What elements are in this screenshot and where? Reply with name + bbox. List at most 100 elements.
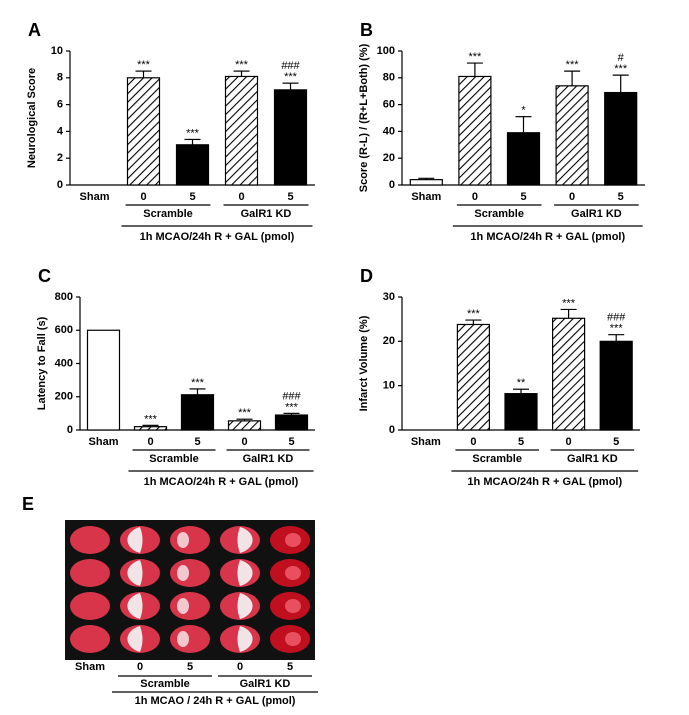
infarct <box>285 533 301 547</box>
bar <box>551 317 586 431</box>
y-axis-label: Infarct Volume (%) <box>358 315 370 411</box>
infarct <box>127 626 143 652</box>
y-tick-label: 2 <box>57 152 63 164</box>
bar <box>126 77 161 186</box>
infarct <box>127 527 143 553</box>
y-tick-label: 8 <box>57 72 63 84</box>
x-axis-label: 1h MCAO / 24h R + GAL (pmol) <box>135 695 296 707</box>
group-label: GalR1 KD <box>243 453 294 465</box>
significance: *** <box>137 59 151 71</box>
y-tick-label: 10 <box>383 380 395 392</box>
y-tick-label: 200 <box>55 391 73 403</box>
column-label: 5 <box>187 661 193 673</box>
bar <box>506 132 541 186</box>
bar <box>224 75 259 186</box>
significance: * <box>521 105 526 117</box>
x-tick-label: 5 <box>189 191 195 203</box>
group-label: GalR1 KD <box>567 453 618 465</box>
y-tick-label: 600 <box>55 324 73 336</box>
x-tick-label: 0 <box>238 191 244 203</box>
infarct <box>285 599 301 613</box>
bar <box>456 323 490 431</box>
group-label: Scramble <box>140 678 190 690</box>
y-tick-label: 80 <box>383 72 395 84</box>
panel-label: C <box>38 266 51 286</box>
y-tick-label: 100 <box>377 45 395 57</box>
y-tick-label: 6 <box>57 99 63 111</box>
significance: *** <box>614 63 628 75</box>
y-tick-label: 400 <box>55 357 73 369</box>
significance: *** <box>191 377 205 389</box>
bar <box>227 420 262 431</box>
column-label: 5 <box>287 661 293 673</box>
panel-label: A <box>28 20 41 40</box>
x-tick-label: 5 <box>520 191 526 203</box>
significance: *** <box>285 401 299 413</box>
y-tick-label: 20 <box>383 152 395 164</box>
bar <box>175 144 210 186</box>
x-tick-label: 0 <box>241 436 247 448</box>
brain-slice <box>170 559 210 587</box>
x-tick-label: 0 <box>470 436 476 448</box>
panel-label: E <box>22 494 34 514</box>
group-label: Scramble <box>149 453 199 465</box>
y-tick-label: 0 <box>389 179 395 191</box>
x-tick-label: 0 <box>569 191 575 203</box>
significance: ** <box>517 377 526 389</box>
panel-label: D <box>360 266 373 286</box>
bar <box>604 91 638 186</box>
column-label: 0 <box>137 661 143 673</box>
significance: *** <box>144 413 158 425</box>
x-tick-label: 5 <box>618 191 624 203</box>
brain-slice <box>170 592 210 620</box>
x-tick-label: 5 <box>287 191 293 203</box>
x-axis-label: 1h MCAO/24h R + GAL (pmol) <box>470 231 625 243</box>
x-tick-label: 0 <box>472 191 478 203</box>
bar <box>86 329 121 431</box>
significance: *** <box>235 59 249 71</box>
y-axis-label: Latency to Fall (s) <box>36 316 48 410</box>
bar <box>458 75 492 186</box>
x-tick-label: 5 <box>518 436 524 448</box>
group-label: GalR1 KD <box>240 678 291 690</box>
y-tick-label: 4 <box>57 125 64 137</box>
x-tick-label: 0 <box>566 436 572 448</box>
y-tick-label: 20 <box>383 335 395 347</box>
significance: *** <box>562 297 576 309</box>
x-axis-label: 1h MCAO/24h R + GAL (pmol) <box>140 231 295 243</box>
infarct <box>237 626 253 652</box>
infarct <box>177 631 189 647</box>
brain-slice <box>170 526 210 554</box>
y-tick-label: 30 <box>383 291 395 303</box>
y-tick-label: 40 <box>383 125 395 137</box>
infarct <box>127 560 143 586</box>
y-tick-label: 800 <box>55 291 73 303</box>
bar <box>504 393 538 431</box>
significance: # <box>618 52 625 64</box>
group-label: Scramble <box>472 453 522 465</box>
x-tick-label: Sham <box>411 191 441 203</box>
y-axis-label: Score (R-L) / (R+L+Both) (%) <box>358 43 370 192</box>
infarct <box>237 593 253 619</box>
panel-label: B <box>360 20 373 40</box>
infarct <box>285 632 301 646</box>
significance: ### <box>607 312 626 324</box>
significance: *** <box>467 308 481 320</box>
x-axis-label: 1h MCAO/24h R + GAL (pmol) <box>144 476 299 488</box>
y-axis-label: Neurological Score <box>26 68 38 168</box>
infarct <box>177 598 189 614</box>
group-label: Scramble <box>143 208 193 220</box>
significance: *** <box>186 127 200 139</box>
significance: *** <box>468 51 482 63</box>
bar <box>274 414 309 431</box>
brain-slice <box>70 526 110 554</box>
y-tick-label: 0 <box>57 179 63 191</box>
group-label: GalR1 KD <box>571 208 622 220</box>
bar <box>273 89 308 186</box>
y-tick-label: 60 <box>383 99 395 111</box>
infarct <box>127 593 143 619</box>
x-tick-label: 5 <box>288 436 294 448</box>
significance: ### <box>282 390 301 402</box>
infarct <box>177 565 189 581</box>
